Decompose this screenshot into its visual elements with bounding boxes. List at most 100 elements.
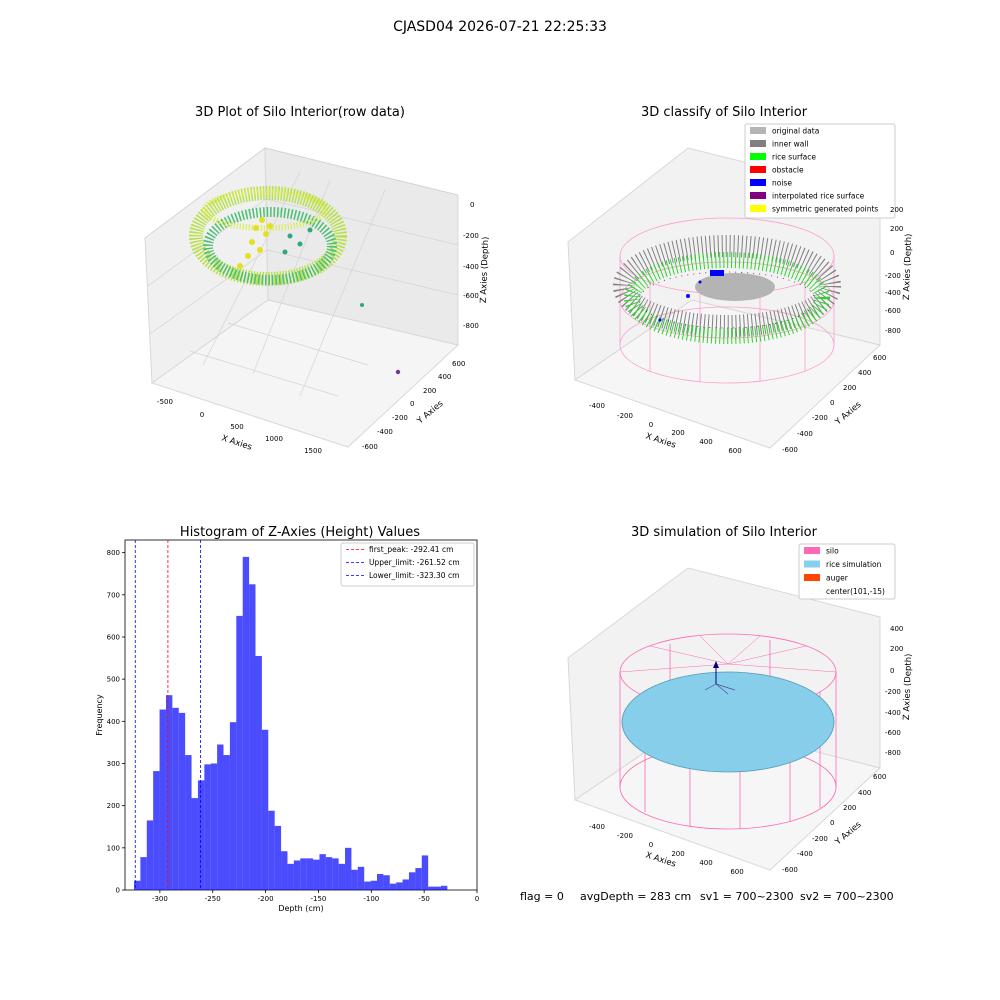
- simulation-z-tick: 200: [890, 645, 903, 653]
- raw-x-tick: 500: [230, 423, 243, 431]
- histogram-y-tick-label: 600: [107, 633, 120, 641]
- classify-x-tick: -200: [617, 412, 633, 420]
- simulation-x-tick: 600: [730, 868, 743, 876]
- classify-noise-points: [658, 270, 724, 322]
- classify-legend-label: symmetric generated points: [772, 205, 878, 214]
- histogram-y-ticks: 0 100 200 300 400 500 600 700 800: [107, 549, 125, 895]
- histogram-bar: [268, 810, 275, 890]
- simulation-legend-label: auger: [826, 574, 849, 583]
- classify-y-tick: 600: [873, 354, 886, 362]
- classify-interpolated-surface: [638, 271, 816, 329]
- histogram-bar: [338, 863, 346, 890]
- raw-point-cloud: [189, 186, 401, 375]
- classify-legend-swatch: [750, 153, 766, 160]
- raw-outlier-point: [360, 303, 364, 307]
- histogram-bar: [133, 880, 141, 890]
- histogram-bar: [217, 744, 224, 890]
- simulation-legend-label: rice simulation: [826, 560, 882, 569]
- auger-center-marker: [704, 661, 736, 695]
- raw-panel-title: 3D Plot of Silo Interior(row data): [195, 105, 405, 120]
- histogram-bar: [287, 863, 294, 890]
- classify-z-tick: -400: [885, 289, 901, 297]
- classify-x-tick: -400: [589, 402, 605, 410]
- simulation-y-tick: 200: [843, 804, 856, 812]
- histogram-y-tick-label: 400: [107, 718, 120, 726]
- raw-z-tick: -800: [463, 322, 479, 330]
- simulation-y-tick: 400: [858, 789, 871, 797]
- raw-y-tick: 400: [438, 373, 451, 381]
- classify-legend-swatch: [750, 205, 766, 212]
- classify-z-tick: -800: [885, 327, 901, 335]
- histogram-bar: [293, 860, 301, 890]
- histogram-bar: [357, 866, 365, 890]
- raw-z-tick: 0: [470, 201, 474, 209]
- histogram-y-tick-label: 200: [107, 802, 120, 810]
- simulation-y-tick: 0: [830, 819, 834, 827]
- classify-legend-box: [744, 123, 896, 219]
- classify-x-tick: 0: [649, 421, 653, 429]
- raw-x-tick: 1500: [304, 447, 322, 455]
- sv2-status: sv2 = 700~2300: [800, 890, 894, 903]
- histogram-bar: [377, 873, 384, 890]
- histogram-bar: [351, 869, 358, 890]
- raw-x-tick: 0: [200, 411, 204, 419]
- histogram-bar: [434, 886, 441, 890]
- raw-3d-panel: 3D Plot of Silo Interior(row data): [144, 105, 491, 455]
- simulation-panel-title: 3D simulation of Silo Interior: [631, 525, 818, 540]
- histogram-bar: [300, 858, 307, 890]
- histogram-bar: [345, 847, 352, 890]
- simulation-legend-swatch: [804, 560, 820, 568]
- histogram-reference-lines: [134, 540, 201, 890]
- raw-x-label: X Axies: [220, 433, 253, 452]
- classify-y-tick: -600: [782, 446, 798, 454]
- histogram-bar: [153, 771, 160, 890]
- histogram-bar: [210, 763, 218, 890]
- raw-z-tick: -400: [463, 263, 479, 271]
- histogram-title: Histogram of Z-Axies (Height) Values: [180, 525, 420, 540]
- simulation-y-tick: -200: [812, 835, 828, 843]
- raw-peak-points: [237, 217, 273, 269]
- avg-depth-status: avgDepth = 283 cm: [580, 890, 691, 903]
- histogram-bar: [396, 882, 403, 890]
- histogram-y-tick-label: 500: [107, 676, 120, 684]
- simulation-z-tick: -200: [885, 688, 901, 696]
- raw-y-tick: 200: [423, 387, 436, 395]
- classify-legend-label: obstacle: [772, 166, 804, 175]
- raw-z-tick: -600: [463, 292, 479, 300]
- histogram-legend-box: [340, 542, 475, 587]
- simulation-y-tick: -400: [797, 850, 813, 858]
- histogram-bar: [421, 855, 429, 890]
- histogram-bar: [172, 707, 179, 890]
- histogram-bar: [332, 858, 339, 890]
- histogram-y-tick-label: 800: [107, 549, 120, 557]
- histogram-bar: [261, 729, 269, 890]
- classify-legend-swatch: [750, 179, 766, 186]
- raw-ring-top: [202, 189, 328, 231]
- classify-y-tick: 0: [830, 399, 834, 407]
- classify-legend-items: original data inner wall rice surface obsta…: [750, 127, 878, 214]
- histogram-bar: [306, 858, 314, 890]
- raw-y-tick: -200: [392, 414, 408, 422]
- status-footer: flag = 0 avgDepth = 283 cm sv1 = 700~230…: [520, 890, 894, 903]
- histogram-bar: [204, 764, 211, 890]
- histogram-bar: [364, 881, 371, 890]
- histogram-y-tick-label: 100: [107, 844, 120, 852]
- histogram-bar: [428, 886, 435, 890]
- histogram-bar: [242, 556, 250, 890]
- histogram-legend: first_peak: -292.41 cm Upper_limit: -261.…: [346, 545, 460, 580]
- raw-z-label: Z Axies (Depth): [479, 236, 491, 303]
- histogram-bar: [197, 780, 205, 890]
- histogram-x-tick-label: -250: [205, 895, 221, 903]
- simulation-legend-swatch: [804, 574, 820, 581]
- classify-legend-label: original data: [772, 127, 819, 136]
- raw-ring-outer: [189, 186, 347, 286]
- histogram-x-tick-label: -300: [152, 895, 168, 903]
- figure-suptitle: CJASD04 2026-07-21 22:25:33: [393, 19, 607, 35]
- simulation-x-tick: -400: [589, 823, 605, 831]
- flag-status: flag = 0: [520, 890, 564, 903]
- histogram-x-tick-label: -50: [418, 895, 429, 903]
- classify-rice-surface: [624, 252, 830, 344]
- histogram-bar: [389, 883, 397, 890]
- classify-panel-title: 3D classify of Silo Interior: [641, 105, 808, 120]
- simulation-legend-swatch: [804, 547, 820, 554]
